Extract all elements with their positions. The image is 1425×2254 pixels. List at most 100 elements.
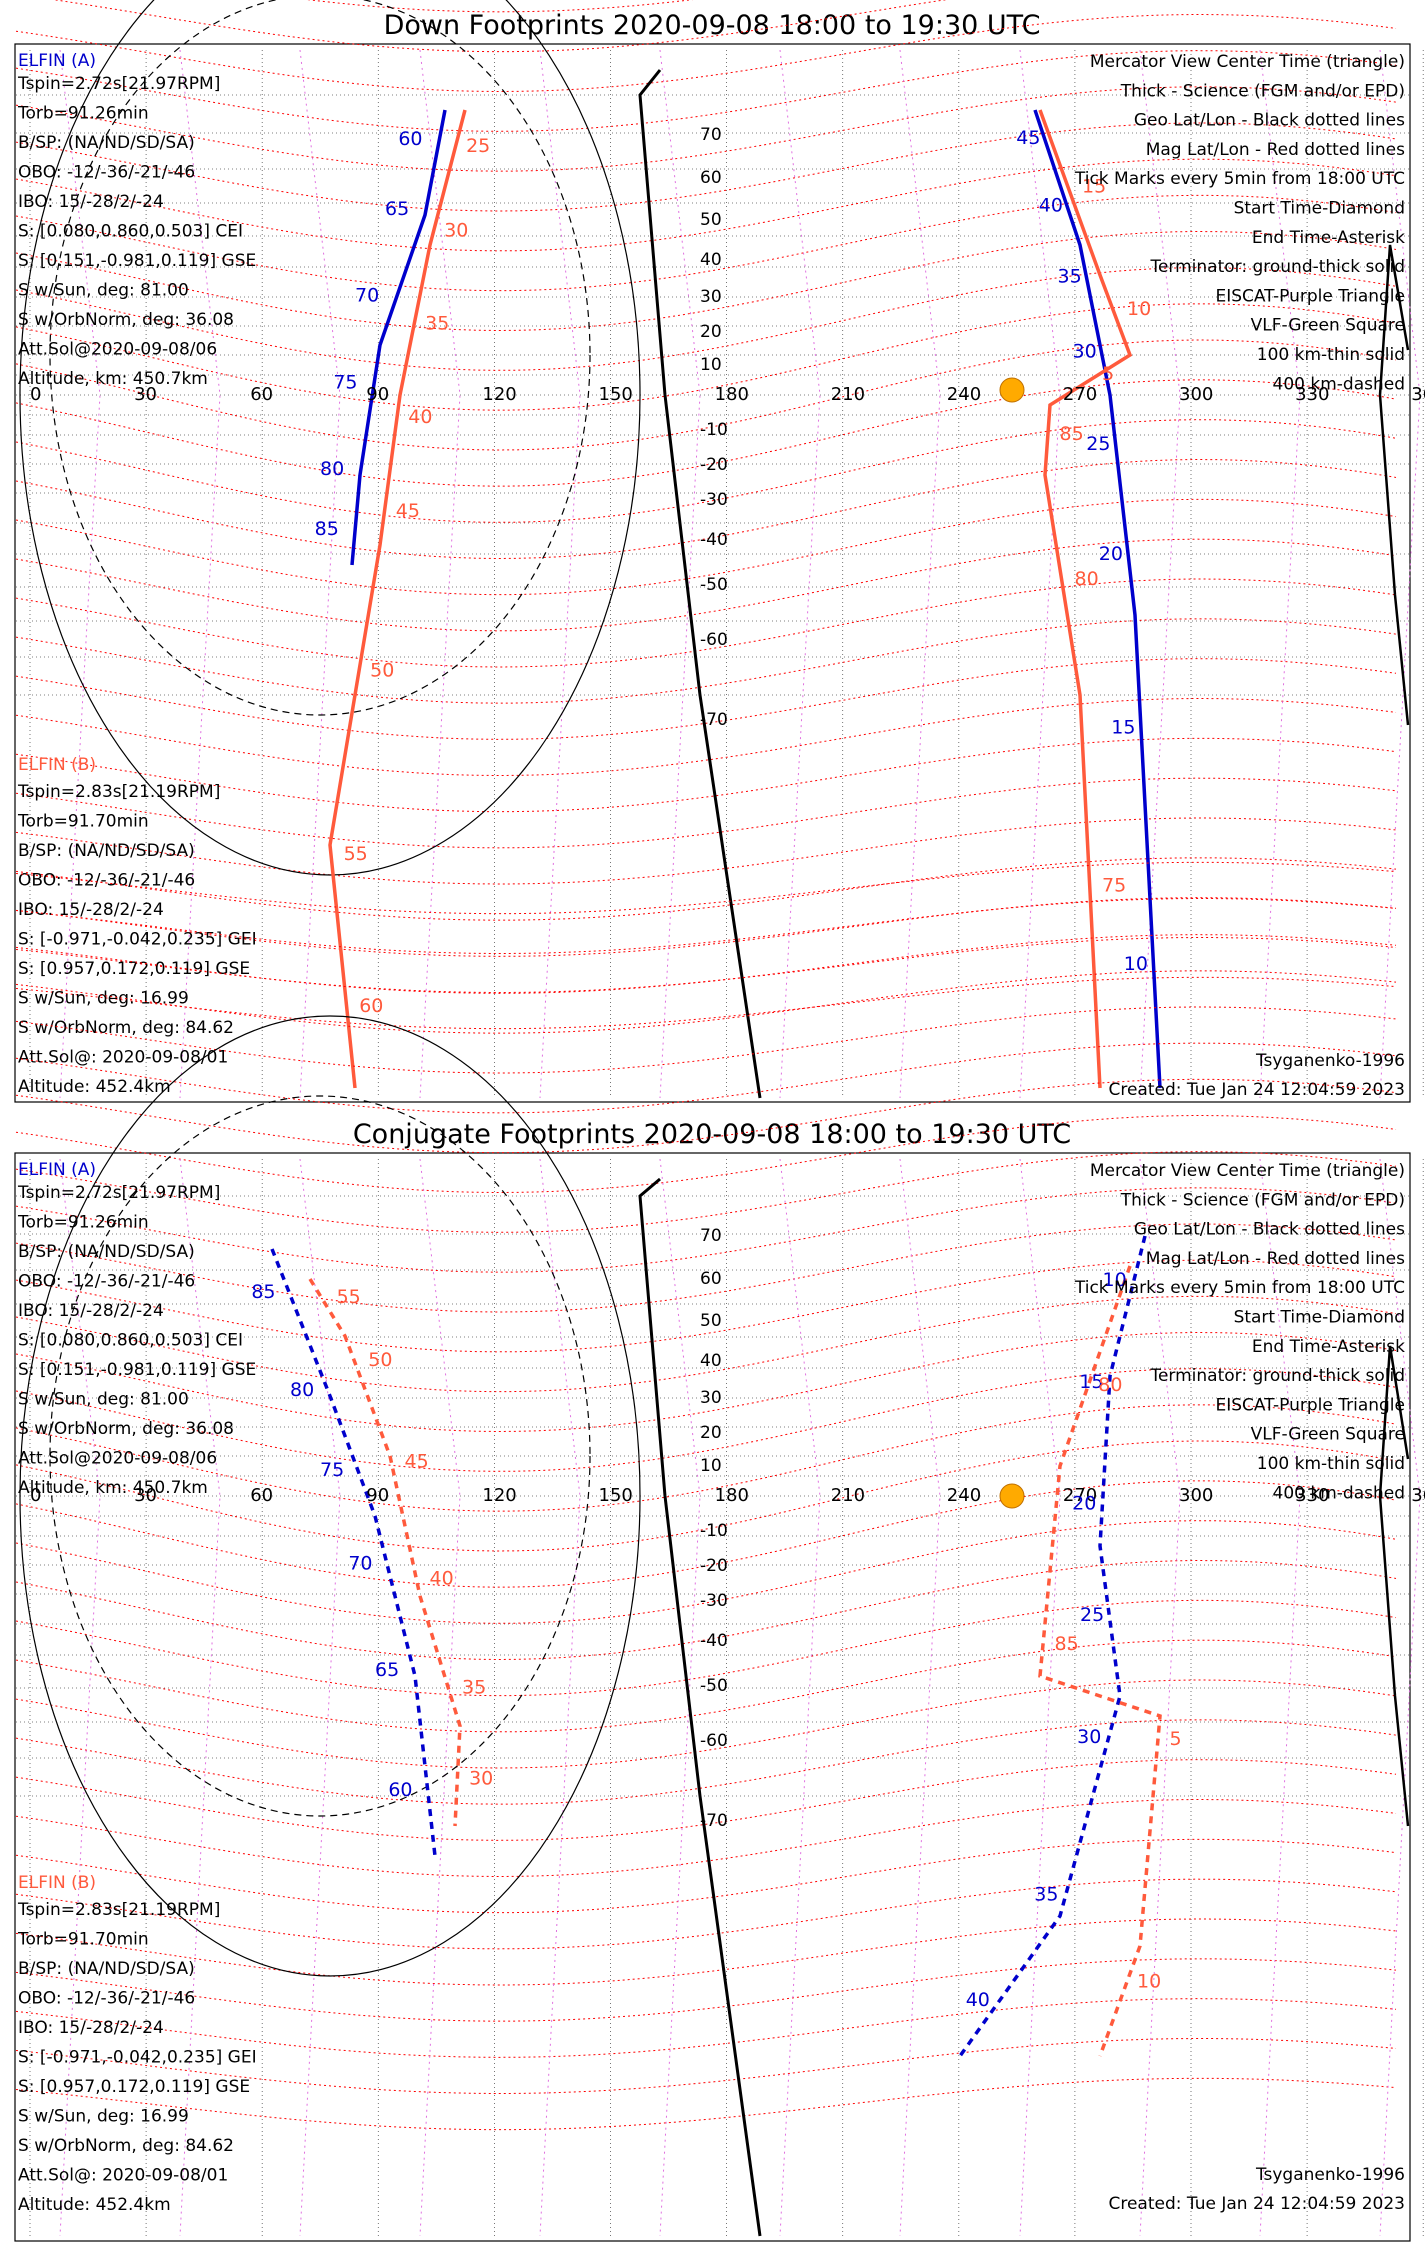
- lat-tick-label: -50: [700, 575, 728, 595]
- lon-tick-label: 360: [1411, 384, 1425, 405]
- elfin-b-info-line: S: [0.957,0.172,0.119] GSE: [18, 2077, 250, 2097]
- elfin-a-info-line: S w/OrbNorm, deg: 36.08: [18, 1419, 234, 1439]
- mag-lat-line: [15, 898, 1397, 954]
- lon-tick-label: 330: [1295, 384, 1329, 405]
- mag-lon-line: [1019, 49, 1061, 1099]
- track-tick-label: 65: [375, 1659, 399, 1681]
- elfin-b-track-west: [308, 1278, 462, 1827]
- elfin-b-name: ELFIN (B): [18, 755, 96, 775]
- lat-tick-label: -40: [700, 530, 728, 550]
- circle-400km: [49, 1095, 591, 1817]
- elfin-b-info-line: Altitude: 452.4km: [18, 1077, 171, 1097]
- elfin-a-info-line: B/SP: (NA/ND/SD/SA): [18, 1242, 195, 1262]
- circle-400km: [49, 0, 591, 716]
- mag-lon-line: [779, 49, 821, 1099]
- terminator-lines: [19, 1015, 1410, 2237]
- track-tick-label: 10: [1127, 298, 1151, 320]
- terminator-lines: [19, 0, 1410, 1099]
- mag-lon-line: [1019, 1158, 1061, 2237]
- map-grid: [16, 1159, 1424, 2236]
- lon-tick-label: 120: [482, 384, 516, 405]
- elfin-b-info-line: OBO: -12/-36/-21/-46: [18, 871, 195, 891]
- track-tick-label: 75: [1102, 875, 1126, 897]
- track-tick-label: 85: [251, 1281, 275, 1303]
- mag-lat-line: [15, 1151, 1397, 1233]
- terminator-ground-east: [1378, 1345, 1410, 1827]
- legend-item: EISCAT-Purple Triangle: [1215, 286, 1405, 306]
- track-tick-label: 45: [396, 500, 420, 522]
- mag-lon-line: [899, 1158, 941, 2237]
- elfin-b-info-line: S w/OrbNorm, deg: 84.62: [18, 2136, 234, 2156]
- mag-lat-line: [15, 1480, 1397, 1588]
- elfin-b-info-line: S w/OrbNorm, deg: 84.62: [18, 1018, 234, 1038]
- lon-tick-label: 180: [715, 1485, 749, 1506]
- track-tick-label: 10: [1137, 1970, 1161, 1992]
- track-tick-label: 45: [405, 1451, 429, 1473]
- lon-tick-label: 60: [250, 384, 273, 405]
- mag-lat-line: [15, 1368, 1397, 1472]
- track-tick-label: 5: [1170, 1728, 1182, 1750]
- track-tick-label: 15: [1082, 176, 1106, 198]
- lat-tick-label: -70: [700, 710, 728, 730]
- elfin-a-info-line: Tspin=2.72s[21.97RPM]: [17, 1183, 220, 1203]
- elfin-b-info-line: S w/Sun, deg: 16.99: [18, 989, 189, 1009]
- track-tick-label: 30: [469, 1767, 493, 1789]
- lon-tick-label: 240: [947, 1485, 981, 1506]
- elfin-b-info-line: B/SP: (NA/ND/SD/SA): [18, 841, 195, 861]
- track-tick-label: 80: [290, 1379, 314, 1401]
- elfin-b-info-line: OBO: -12/-36/-21/-46: [18, 1989, 195, 2009]
- mag-lat-line: [15, 2077, 1397, 2131]
- panel-frame: [14, 1152, 1411, 2242]
- legend-item: Tick Marks every 5min from 18:00 UTC: [1074, 169, 1405, 189]
- created-timestamp: Created: Tue Jan 24 12:04:59 2023: [1108, 1080, 1405, 1100]
- elfin-a-info-line: Att.Sol@2020-09-08/06: [18, 1449, 217, 1469]
- mag-lat-line: [15, 897, 1397, 957]
- elfin-a-info-line: S: [0.151,-0.981,0.119] GSE: [18, 1360, 256, 1380]
- lat-tick-label: 60: [700, 1269, 722, 1289]
- panel-down-footprints: Down Footprints 2020-09-08 18:00 to 19:3…: [14, 0, 1425, 1103]
- lat-tick-label: -10: [700, 420, 728, 440]
- mag-lat-line: [15, 231, 1397, 331]
- legend-item: Tick Marks every 5min from 18:00 UTC: [1074, 1278, 1405, 1298]
- lat-tick-label: -60: [700, 630, 728, 650]
- mag-lat-line: [15, 976, 1397, 1030]
- legend-item: Terminator: ground-thick solid: [1149, 257, 1405, 277]
- lat-tick-label: 50: [700, 210, 722, 230]
- lat-tick-label: 40: [700, 1351, 722, 1371]
- mag-lat-line: [15, 777, 1397, 849]
- panel-title: Conjugate Footprints 2020-09-08 18:00 to…: [353, 1119, 1071, 1150]
- mag-lat-line: [15, 379, 1397, 487]
- panel-frame: [14, 43, 1411, 1103]
- mag-lat-line: [15, 970, 1397, 1034]
- lat-tick-label: 10: [700, 1456, 722, 1476]
- track-tick-label: 50: [368, 1349, 392, 1371]
- map-grid: [16, 50, 1424, 1098]
- track-tick-label: 35: [462, 1677, 486, 1699]
- track-tick-label: 40: [408, 406, 432, 428]
- track-tick-label: 50: [370, 659, 394, 681]
- lon-tick-label: 90: [366, 384, 389, 405]
- mag-lat-line: [15, 339, 1397, 451]
- track-tick-label: 25: [1086, 433, 1110, 455]
- elfin-b-info-line: IBO: 15/-28/2/-24: [18, 2018, 164, 2038]
- mag-lon-line: [899, 49, 941, 1099]
- lon-tick-label: 270: [1063, 1485, 1097, 1506]
- legend-text: Mercator View Center Time (triangle) Thic…: [1074, 52, 1405, 1100]
- elfin-b-info-line: Tspin=2.83s[21.19RPM]: [17, 782, 220, 802]
- track-tick-label: 15: [1079, 1371, 1103, 1393]
- lon-tick-label: 330: [1295, 1485, 1329, 1506]
- mag-lat-line: [15, 1878, 1397, 1950]
- mag-lat-line: [15, 1679, 1397, 1769]
- mag-lat-line: [15, 618, 1397, 704]
- mag-lat-line: [15, 459, 1397, 559]
- legend-item: Start Time-Diamond: [1234, 199, 1405, 219]
- legend-item: Thick - Science (FGM and/or EPD): [1120, 81, 1405, 101]
- legend-item: Geo Lat/Lon - Black dotted lines: [1134, 1220, 1405, 1240]
- sun-icon: [999, 377, 1025, 403]
- legend-item: Mag Lat/Lon - Red dotted lines: [1146, 140, 1405, 160]
- elfin-a-info-line: S w/Sun, deg: 81.00: [18, 1390, 189, 1410]
- legend-item: 100 km-thin solid: [1257, 345, 1405, 365]
- lat-tick-label: -10: [700, 1521, 728, 1541]
- track-tick-label: 40: [966, 1989, 990, 2011]
- lat-tick-label: 20: [700, 1423, 722, 1443]
